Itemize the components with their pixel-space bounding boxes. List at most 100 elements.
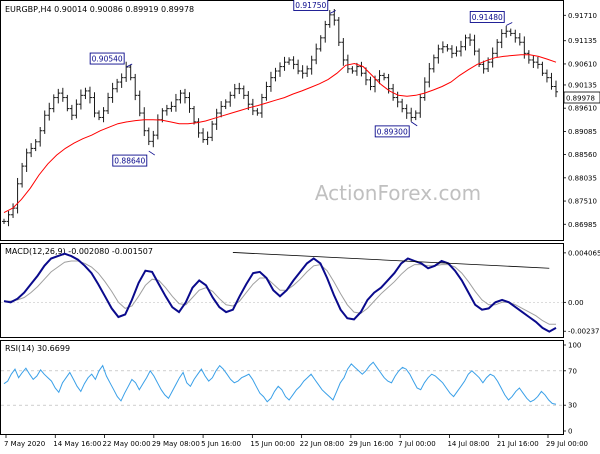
price-annotation: 0.88640 bbox=[112, 150, 156, 167]
price-bar bbox=[354, 62, 359, 76]
price-bar bbox=[413, 110, 418, 121]
price-panel-header: EURGBP,H4 0.90014 0.90086 0.89919 0.8997… bbox=[5, 5, 194, 14]
price-annotation-label: 0.91480 bbox=[472, 13, 503, 22]
price-bar bbox=[454, 46, 459, 57]
price-y-tick-label: 0.88560 bbox=[568, 151, 597, 159]
price-annotation-label: 0.88640 bbox=[114, 157, 145, 166]
price-bar bbox=[246, 91, 251, 111]
price-annotation-label: 0.91750 bbox=[295, 1, 326, 10]
price-annotation: 0.91750 bbox=[293, 0, 336, 14]
price-y-tick-label: 0.89610 bbox=[568, 105, 597, 113]
price-bar bbox=[47, 102, 52, 121]
price-bar bbox=[422, 77, 427, 101]
price-bar bbox=[65, 94, 70, 112]
price-bar bbox=[549, 72, 554, 90]
price-bar bbox=[264, 81, 269, 101]
price-annotation-box bbox=[89, 52, 125, 65]
price-annotation: 0.91480 bbox=[469, 11, 513, 26]
price-bar bbox=[196, 118, 201, 138]
price-y-tick-label: 0.88035 bbox=[568, 174, 597, 182]
price-bar bbox=[273, 67, 278, 82]
price-bar bbox=[323, 20, 328, 43]
price-bar bbox=[178, 89, 183, 104]
price-annotations: 0.90540 0.88640 0.91750 0.89300 0.91480 bbox=[89, 0, 513, 167]
price-moving-average-line bbox=[3, 54, 557, 214]
price-bar bbox=[124, 61, 129, 82]
price-bar bbox=[106, 92, 111, 115]
price-bar bbox=[431, 54, 436, 73]
price-bar bbox=[314, 43, 319, 65]
price-bar bbox=[277, 62, 283, 77]
price-bar bbox=[187, 92, 192, 113]
rsi-axis: 100 70 30 0 bbox=[563, 342, 581, 436]
price-bar bbox=[350, 66, 355, 74]
price-bar bbox=[463, 34, 468, 51]
price-bar bbox=[119, 73, 124, 88]
price-bar bbox=[78, 89, 83, 110]
price-bar bbox=[255, 108, 260, 116]
watermark: ActionForex.com bbox=[315, 181, 481, 205]
price-bar bbox=[128, 64, 133, 81]
price-bar bbox=[11, 203, 16, 218]
price-bar bbox=[115, 78, 120, 93]
price-bar bbox=[83, 87, 88, 100]
price-bar bbox=[38, 127, 43, 147]
price-bar bbox=[382, 72, 387, 81]
price-bar bbox=[517, 33, 522, 46]
macd-axis: 0.004065 0.00 -0.002373 bbox=[563, 249, 600, 336]
x-tick-label: 22 Jun 08:00 bbox=[300, 440, 344, 448]
price-bar bbox=[300, 65, 305, 79]
macd-panel-header: MACD(12,26,9) -0.002080 -0.001507 bbox=[5, 247, 153, 256]
price-bar bbox=[20, 162, 25, 188]
price-annotation-box bbox=[469, 11, 505, 23]
price-bar bbox=[418, 93, 423, 118]
price-bar bbox=[359, 61, 364, 77]
price-bar bbox=[544, 69, 549, 83]
macd-main-line bbox=[3, 252, 557, 333]
price-bar bbox=[110, 82, 115, 103]
price-bar bbox=[368, 76, 373, 91]
price-bar bbox=[318, 35, 323, 52]
price-annotation-label: 0.90540 bbox=[92, 55, 123, 64]
price-bar bbox=[427, 62, 432, 88]
price-bar bbox=[223, 99, 228, 110]
price-bar bbox=[15, 177, 20, 214]
price-y-tick-label: 0.91710 bbox=[568, 12, 597, 20]
price-bar bbox=[327, 10, 332, 28]
x-axis: 7 May 2020 14 May 16:00 22 May 00:00 29 May… bbox=[4, 435, 588, 448]
price-y-tick-label: 0.86985 bbox=[568, 221, 597, 229]
price-bar bbox=[259, 93, 264, 118]
price-panel-frame bbox=[0, 0, 564, 241]
price-bar bbox=[309, 55, 314, 75]
price-bar bbox=[92, 92, 97, 118]
price-bar bbox=[345, 54, 350, 74]
price-annotation-box bbox=[293, 0, 329, 11]
price-bar bbox=[526, 50, 531, 64]
price-bar bbox=[191, 105, 197, 125]
rsi-y-tick-label: 0 bbox=[568, 428, 572, 436]
price-annotation-pointer bbox=[410, 121, 418, 127]
rsi-panel-header: RSI(14) 30.6699 bbox=[5, 344, 70, 353]
price-bar bbox=[377, 70, 382, 85]
price-bar bbox=[445, 44, 450, 52]
price-bar bbox=[155, 114, 160, 140]
price-bar bbox=[74, 99, 79, 119]
price-bar bbox=[332, 9, 337, 26]
price-bar bbox=[531, 55, 536, 69]
price-bar bbox=[101, 107, 106, 123]
price-bar bbox=[228, 91, 233, 107]
price-bar bbox=[210, 120, 215, 142]
price-moving-average bbox=[3, 54, 557, 214]
price-bar bbox=[553, 80, 559, 98]
current-price-tag-label: 0.89978 bbox=[566, 95, 595, 103]
rsi-y-tick-label: 30 bbox=[568, 402, 577, 410]
price-bar bbox=[540, 61, 545, 76]
price-bar bbox=[404, 104, 409, 119]
price-bar bbox=[241, 85, 246, 100]
macd-y-tick-label: -0.002373 bbox=[568, 328, 600, 336]
price-bar bbox=[182, 88, 188, 104]
price-bar bbox=[146, 127, 151, 146]
price-bar bbox=[96, 110, 102, 121]
price-bar bbox=[395, 91, 400, 108]
